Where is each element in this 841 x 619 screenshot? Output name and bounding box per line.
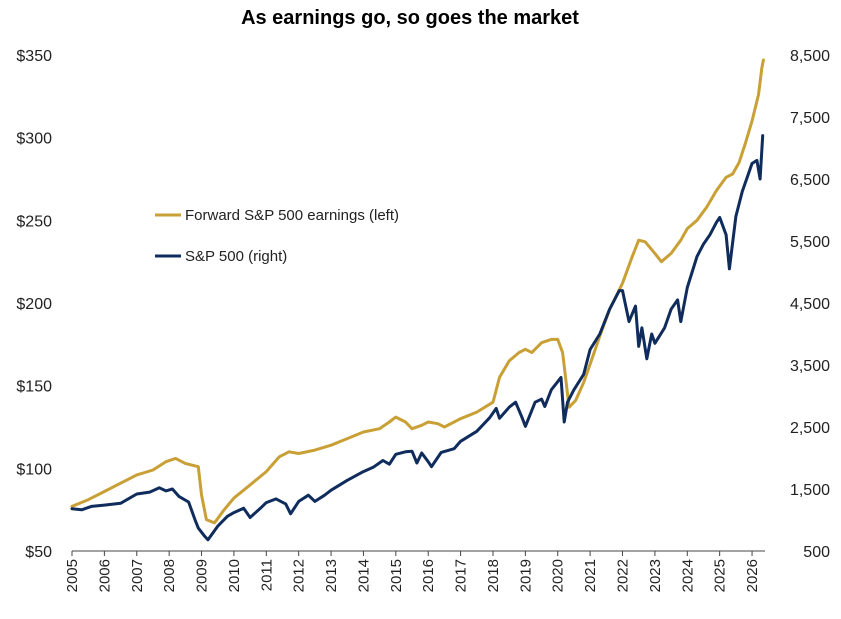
- left-tick-label: $250: [16, 213, 52, 230]
- x-tick-label: 2005: [64, 559, 81, 592]
- left-tick-label: $300: [16, 131, 52, 148]
- right-tick-label: 2,500: [790, 420, 830, 437]
- legend-label: S&P 500 (right): [185, 248, 287, 265]
- x-tick-label: 2011: [258, 559, 275, 591]
- right-tick-label: 7,500: [790, 110, 830, 127]
- legend-label: Forward S&P 500 earnings (left): [185, 207, 399, 224]
- x-tick-label: 2019: [517, 559, 534, 592]
- x-tick-label: 2009: [194, 559, 211, 592]
- x-tick-label: 2024: [679, 559, 696, 592]
- x-tick-label: 2026: [744, 559, 761, 592]
- x-tick-label: 2008: [161, 559, 178, 592]
- x-tick-label: 2013: [323, 559, 340, 592]
- x-tick-label: 2016: [420, 559, 437, 592]
- right-tick-label: 5,500: [790, 234, 830, 251]
- left-tick-label: $100: [16, 461, 52, 478]
- x-tick-label: 2017: [453, 559, 470, 592]
- left-tick-label: $350: [16, 48, 52, 65]
- x-tick-label: 2020: [550, 559, 567, 592]
- x-tick-label: 2012: [291, 559, 308, 592]
- x-tick-label: 2022: [615, 559, 632, 592]
- x-tick-label: 2010: [226, 559, 243, 592]
- x-tick-label: 2023: [647, 559, 664, 592]
- left-tick-label: $50: [25, 544, 52, 561]
- x-tick-label: 2025: [712, 559, 729, 592]
- x-tick-label: 2015: [388, 559, 405, 592]
- x-tick-label: 2018: [485, 559, 502, 592]
- right-tick-label: 500: [803, 544, 830, 561]
- right-tick-label: 8,500: [790, 48, 830, 65]
- x-axis: 2005 2006 2007 2008 2009 2010 2011 2012 2013 2014…: [64, 550, 765, 592]
- x-tick-label: 2014: [355, 559, 372, 592]
- right-tick-label: 6,500: [790, 172, 830, 189]
- earnings-series-line: [70, 58, 765, 525]
- left-axis-ticks: $50 $100 $150 $200 $250 $300 $350: [16, 48, 52, 561]
- right-tick-label: 4,500: [790, 296, 830, 313]
- right-axis-ticks: 500 1,500 2,500 3,500 4,500 5,500 6,500 7,500 8,…: [790, 48, 830, 561]
- right-tick-label: 1,500: [790, 482, 830, 499]
- left-tick-label: $200: [16, 296, 52, 313]
- x-tick-label: 2006: [96, 559, 113, 592]
- series-layer: [70, 58, 765, 542]
- chart-title: As earnings go, so goes the market: [241, 7, 579, 29]
- right-tick-label: 3,500: [790, 358, 830, 375]
- x-tick-label: 2007: [129, 559, 146, 592]
- x-tick-label: 2021: [582, 559, 599, 592]
- left-tick-label: $150: [16, 379, 52, 396]
- legend: Forward S&P 500 earnings (left) S&P 500 (…: [155, 207, 399, 265]
- sp500-series-line: [70, 134, 765, 542]
